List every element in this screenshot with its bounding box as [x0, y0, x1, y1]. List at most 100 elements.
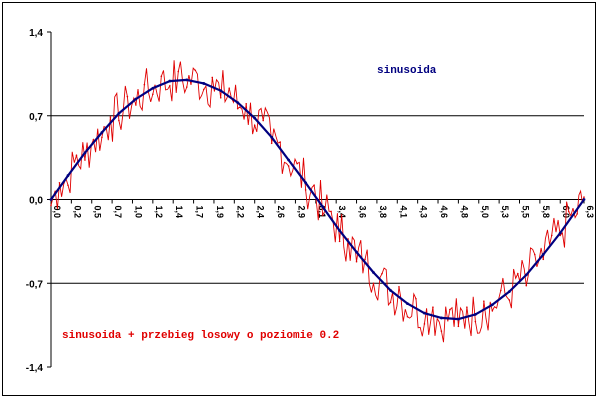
annotation-noisy: sinusoida + przebieg losowy o poziomie 0…	[62, 330, 339, 342]
x-tick-label: 0,5	[93, 206, 103, 219]
noisy-point	[364, 258, 366, 261]
x-tick-label: 1,2	[154, 206, 164, 219]
noisy-point	[262, 119, 264, 122]
sine-point	[49, 198, 53, 201]
noisy-point	[583, 196, 585, 198]
noisy-point	[466, 306, 468, 308]
sine-point	[507, 290, 511, 294]
x-tick-label: 2,4	[256, 206, 266, 219]
sine-point	[423, 311, 426, 315]
x-tick-label: 3,8	[378, 206, 388, 219]
noisy-point	[491, 309, 494, 312]
sine-point	[83, 151, 87, 155]
sine-point	[134, 97, 138, 101]
y-tick-label: 0,0	[29, 196, 43, 207]
sine-point	[473, 312, 477, 316]
y-tick-label: -0,7	[26, 279, 44, 290]
noisy-point	[126, 95, 129, 98]
sine-point	[582, 198, 586, 201]
noisy-point	[58, 181, 61, 184]
sine-point	[168, 79, 172, 83]
noisy-point	[75, 154, 78, 157]
noisy-point	[500, 289, 502, 292]
noisy-point	[440, 330, 443, 332]
x-tick-label: 5,0	[480, 206, 490, 219]
y-tick-label: 1,4	[29, 28, 43, 39]
noisy-point	[321, 214, 324, 216]
x-tick-label: 4,6	[439, 206, 449, 219]
x-tick-label: 3,6	[358, 206, 368, 219]
noisy-point	[516, 272, 519, 275]
noisy-point	[457, 325, 460, 328]
noisy-point	[101, 136, 103, 139]
sine-point	[355, 250, 358, 254]
noisy-point	[279, 141, 281, 143]
noisy-point	[160, 75, 163, 78]
axes	[47, 31, 585, 368]
noisy-point	[287, 165, 290, 167]
sine-point	[270, 135, 274, 139]
noisy-point	[406, 315, 409, 318]
noisy-point	[135, 104, 137, 106]
noisy-point	[483, 300, 485, 302]
noisy-point	[236, 107, 239, 110]
sine-point	[321, 205, 324, 209]
noisy-point	[296, 162, 298, 165]
noisy-point	[304, 189, 307, 191]
noisy-point	[177, 70, 180, 73]
sine-point	[100, 131, 104, 134]
x-tick-label: 1,9	[215, 206, 225, 219]
x-tick-label: 6,3	[585, 206, 595, 219]
sine-point	[66, 174, 70, 177]
noisy-point	[432, 306, 434, 308]
noisy-point	[542, 258, 545, 261]
noisy-point	[508, 299, 511, 301]
sine-series-line	[50, 78, 585, 321]
noisy-point	[381, 272, 383, 275]
noisy-point	[202, 88, 205, 91]
noisy-point	[449, 308, 451, 311]
sine-point	[338, 229, 341, 233]
noisy-series-line	[50, 60, 585, 343]
noisy-point	[253, 124, 256, 127]
series-noisy	[50, 60, 585, 343]
x-tick-label: 4,8	[459, 206, 469, 219]
noisy-point	[330, 210, 332, 213]
x-tick-label: 1,0	[133, 206, 143, 219]
x-tick-label: 5,3	[500, 206, 510, 219]
x-tick-label: 2,2	[235, 206, 245, 219]
noisy-point	[525, 284, 528, 287]
noisy-point	[372, 282, 375, 285]
sine-point	[236, 101, 240, 104]
noisy-point	[228, 87, 231, 90]
sine-point	[219, 89, 223, 93]
noisy-point	[84, 159, 86, 161]
sine-point	[202, 82, 206, 85]
noisy-point	[398, 286, 400, 288]
noisy-point	[533, 253, 536, 256]
noisy-point	[169, 85, 171, 87]
sine-point	[440, 316, 443, 320]
y-tick-label: -1,4	[26, 363, 44, 374]
x-tick-labels: 0,0 0,2 0,5 0,7 1,0 1,2 1,4 1,7 1,9 2,2 2,4 2,6 2,9 3…	[52, 206, 595, 219]
noisy-point	[567, 210, 570, 213]
noisy-point	[389, 301, 392, 304]
y-tick-label: 0,7	[29, 112, 43, 123]
noisy-point	[194, 69, 197, 72]
noisy-point	[313, 184, 315, 186]
sine-point	[490, 303, 494, 307]
sine-point	[456, 317, 460, 321]
noisy-point	[67, 184, 69, 186]
sine-point	[372, 271, 375, 274]
x-tick-label: 4,1	[398, 206, 408, 219]
noisy-point	[474, 320, 477, 323]
series-sine	[49, 78, 586, 321]
noisy-point	[338, 240, 341, 243]
noisy-point	[211, 76, 214, 79]
x-tick-label: 4,3	[419, 206, 429, 219]
x-tick-label: 1,7	[195, 206, 205, 219]
x-tick-label: 2,9	[296, 206, 306, 219]
noisy-point	[550, 234, 553, 237]
sine-point	[541, 253, 545, 256]
